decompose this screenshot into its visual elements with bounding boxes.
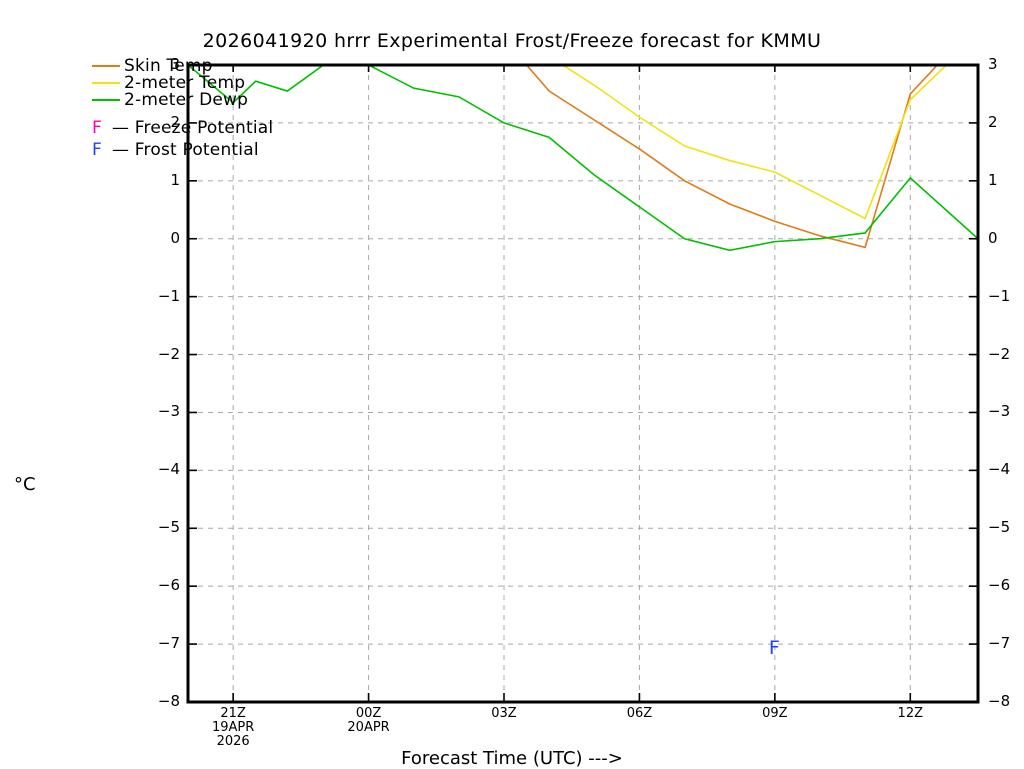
y-tick-label-right: −1: [988, 286, 1011, 305]
x-tick-sublabel-date: 20APR: [347, 720, 390, 735]
y-tick-label-right: −6: [988, 576, 1011, 595]
y-tick-label-left: −4: [157, 460, 180, 479]
y-axis-label: °C: [14, 474, 36, 495]
y-tick-label-left: −7: [157, 634, 180, 653]
legend-label-1: 2-meter Temp: [124, 73, 246, 93]
legend-label-2: 2-meter Dewp: [124, 90, 249, 110]
y-tick-label-left: −5: [157, 518, 180, 537]
y-tick-label-right: −8: [988, 692, 1011, 710]
plot-marker-frost: F: [768, 636, 780, 659]
axis-frame: [186, 63, 980, 704]
legend-label-0: Skin Temp: [124, 56, 213, 76]
x-tick-label: 21Z: [220, 706, 246, 721]
y-tick-label-left: −8: [157, 692, 180, 710]
y-tick-label-left: −6: [157, 576, 180, 595]
y-tick-label-right: −4: [988, 460, 1011, 479]
legend-marker-label-0: — Freeze Potential: [112, 118, 274, 138]
x-tick-sublabel-date: 19APR: [211, 720, 255, 735]
series-line-0: [525, 65, 938, 249]
y-tick-label-right: −5: [988, 518, 1011, 537]
chart-title: 2026041920 hrrr Experimental Frost/Freez…: [202, 30, 822, 52]
x-tick-label: 03Z: [491, 706, 517, 721]
y-tick-label-left: 3: [170, 55, 180, 73]
y-tick-label-right: 1: [988, 170, 998, 189]
y-tick-label-right: 3: [988, 55, 998, 73]
y-tick-label-left: 1: [170, 170, 180, 189]
y-tick-label-left: 2: [170, 112, 180, 131]
series-group: [188, 65, 978, 252]
x-tick-label: 00Z: [355, 706, 382, 721]
y-tick-label-left: −2: [157, 344, 180, 363]
y-tick-label-right: −2: [988, 344, 1011, 363]
series-line-1: [562, 65, 947, 220]
x-axis-label: Forecast Time (UTC) --->: [401, 748, 623, 769]
legend-marker-glyph-1: F: [92, 140, 102, 160]
y-tick-label-right: −3: [988, 402, 1011, 421]
y-tick-label-left: −3: [157, 402, 180, 421]
y-tick-label-left: −1: [157, 286, 180, 305]
y-tick-label-left: 0: [170, 228, 180, 247]
y-tick-label-right: 2: [988, 112, 998, 131]
y-tick-label-right: −7: [988, 634, 1011, 653]
legend-marker-label-1: — Frost Potential: [112, 140, 259, 160]
x-tick-sublabel-year: 2026: [216, 734, 250, 749]
grid-lines: [188, 65, 978, 702]
x-tick-label: 06Z: [626, 706, 653, 721]
legend-marker-glyph-0: F: [92, 118, 102, 138]
x-tick-label: 09Z: [762, 706, 788, 721]
x-tick-label: 12Z: [897, 706, 923, 721]
y-tick-label-right: 0: [988, 228, 998, 247]
series-line-2: [188, 65, 978, 252]
